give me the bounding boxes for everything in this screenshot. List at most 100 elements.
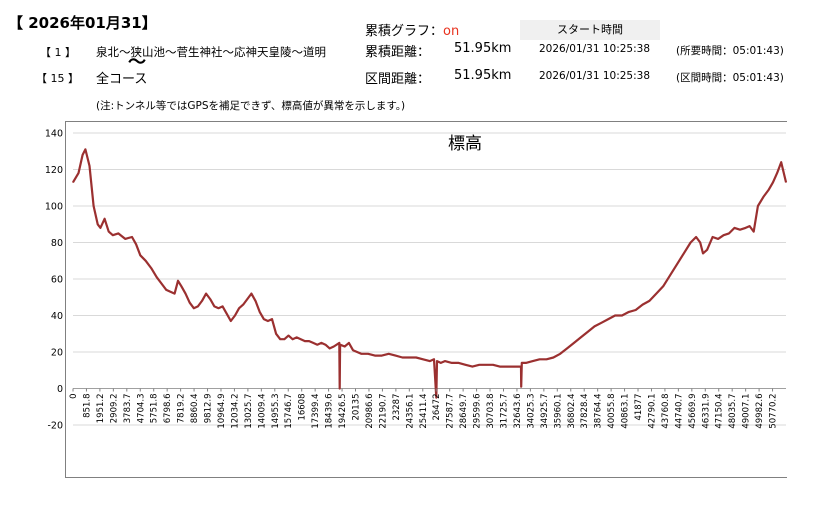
elevation-point: [213, 305, 215, 307]
x-tick-label: 28649.7: [459, 394, 469, 429]
elevation-point: [593, 325, 596, 327]
elevation-point: [728, 232, 730, 234]
elevation-point: [82, 154, 84, 156]
x-tick-label: 19426.5: [338, 394, 348, 429]
x-tick-label: 34925.7: [540, 394, 550, 429]
cumulative-graph-label: 累積グラフ：on: [365, 20, 459, 39]
x-tick-label: 49007.1: [742, 394, 752, 429]
x-tick-label: 5751.8: [150, 394, 160, 424]
elevation-point: [275, 333, 277, 335]
elevation-point: [485, 364, 487, 366]
elevation-point: [436, 360, 438, 362]
x-tick-label: 44740.7: [674, 394, 684, 429]
elevation-point: [471, 366, 473, 368]
elevation-point: [458, 362, 460, 364]
elevation-point: [648, 300, 651, 302]
x-tick-label: 16608: [298, 394, 308, 421]
course-date: 【 2026年01月31】: [8, 14, 157, 32]
elevation-point: [464, 364, 467, 366]
start-timestamp: 2026/01/31 10:25:38: [539, 43, 651, 55]
series-layer: [72, 148, 788, 399]
elevation-point: [580, 336, 582, 338]
elevation-point: [712, 236, 714, 238]
elevation-point: [600, 322, 603, 324]
elevation-point: [635, 309, 637, 311]
elevation-point: [287, 335, 290, 337]
x-tick-label: 23287: [392, 394, 402, 421]
elevation-point: [184, 293, 187, 295]
elevation-point: [246, 298, 248, 300]
elevation-point: [165, 289, 167, 291]
section-time: (区間時間：05:01:43): [676, 72, 784, 84]
cumulative-graph-toggle[interactable]: on: [443, 24, 460, 39]
elevation-point: [99, 227, 101, 229]
elevation-point: [676, 263, 678, 265]
x-tick-label: 2909.2: [109, 394, 119, 424]
elevation-point: [108, 231, 110, 233]
elevation-point: [174, 293, 176, 295]
elevation-point: [333, 345, 335, 348]
elevation-point: [320, 342, 322, 344]
elevation-point: [238, 307, 240, 309]
y-tick-label: 100: [45, 202, 63, 213]
x-tick-label: 20135: [352, 394, 362, 421]
elevation-point: [642, 304, 644, 306]
x-tick-label: 6798.6: [163, 394, 173, 424]
elevation-point: [222, 305, 224, 307]
elevation-point: [112, 234, 114, 236]
elevation-point: [435, 397, 437, 399]
elevation-point: [499, 366, 501, 368]
elevation-point: [699, 241, 701, 244]
elevation-point: [768, 189, 770, 191]
elevation-point: [131, 236, 133, 238]
elevation-point: [559, 353, 561, 355]
gridlines: [73, 132, 786, 426]
route-name: 泉北～狭山池～菅生神社～応神天皇陵～道明: [96, 45, 326, 59]
elevation-point: [339, 387, 341, 390]
elevation-point: [408, 356, 410, 359]
x-tick-label: 0: [69, 394, 79, 399]
x-tick-label: 8860.4: [190, 394, 200, 424]
elevation-point: [733, 227, 736, 229]
y-tick-label: 60: [51, 275, 63, 286]
elevation-point: [780, 161, 782, 163]
elevation-point: [690, 241, 692, 244]
x-tick-label: 31725.7: [499, 394, 509, 429]
elevation-point: [271, 318, 273, 320]
elevation-point: [521, 362, 523, 364]
elevation-point: [193, 307, 195, 309]
elevation-point: [135, 243, 137, 245]
elevation-point: [344, 345, 346, 348]
elevation-point: [587, 331, 589, 333]
x-tick-label: 26472: [432, 394, 442, 421]
elevation-point: [552, 356, 555, 359]
x-tick-label: 32643.6: [513, 394, 523, 429]
chart-frame: [65, 121, 787, 478]
elevation-point: [757, 205, 759, 207]
x-tick-label: 4704.3: [136, 394, 146, 424]
elevation-point: [259, 311, 261, 313]
cumulative-distance-value: 51.95km: [454, 41, 512, 56]
elevation-point: [267, 320, 269, 322]
section-index: 【 15 】: [36, 72, 79, 85]
course-index: 【 1 】: [40, 46, 76, 59]
cumulative-distance-label: 累積距離：: [365, 45, 431, 60]
elevation-point: [226, 313, 228, 315]
elevation-point: [545, 358, 548, 360]
elevation-point: [621, 314, 623, 317]
elevation-point: [776, 172, 778, 174]
elevation-point: [169, 291, 171, 293]
elevation-point: [706, 249, 708, 251]
x-tick-label: 48035.7: [728, 394, 738, 429]
elevation-point: [513, 366, 515, 368]
elevation-point: [367, 353, 369, 355]
x-tick-label: 9812.9: [204, 394, 214, 424]
x-tick-label: 47150.4: [715, 394, 725, 429]
elevation-point: [180, 285, 182, 287]
section-name: 全コース: [96, 72, 148, 87]
x-tick-label: 36802.4: [567, 394, 577, 429]
elevation-point: [283, 338, 285, 340]
elevation-point: [230, 320, 232, 322]
elevation-point: [360, 353, 362, 355]
elevation-point: [263, 318, 265, 320]
